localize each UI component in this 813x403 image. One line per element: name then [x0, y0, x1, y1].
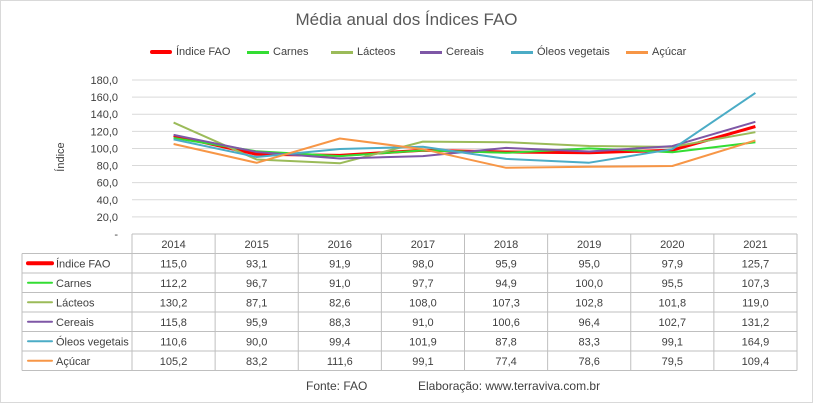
data-label: 99,1 [662, 337, 683, 349]
data-label: 105,2 [160, 356, 188, 368]
data-label: 91,0 [329, 278, 350, 290]
data-label: 125,7 [742, 259, 770, 271]
y-tick-label: 140,0 [90, 109, 118, 121]
data-label: 97,7 [412, 278, 433, 290]
series-line [173, 92, 756, 164]
data-label: 99,4 [329, 337, 350, 349]
data-label: 83,2 [246, 356, 267, 368]
legend-label: Cereais [446, 46, 484, 58]
y-tick-label: 100,0 [90, 143, 118, 155]
data-label: 83,3 [578, 337, 599, 349]
legend-swatch [626, 50, 648, 54]
data-label: 95,0 [578, 259, 599, 271]
legend-swatch [150, 50, 172, 54]
data-label: 109,4 [742, 356, 770, 368]
data-label: 98,0 [412, 259, 433, 271]
data-label: 100,0 [575, 278, 603, 290]
data-label: 94,9 [495, 278, 516, 290]
credit-note: Elaboração: www.terraviva.com.br [418, 379, 601, 393]
data-label: 100,6 [492, 317, 520, 329]
data-label: 95,5 [662, 278, 683, 290]
legend-item: Açúcar [626, 46, 686, 58]
y-tick-label: 120,0 [90, 126, 118, 138]
data-label: 93,1 [246, 259, 267, 271]
legend-swatch [420, 50, 442, 54]
y-tick-label: 60,0 [97, 178, 118, 190]
table-series-name: Carnes [56, 278, 92, 290]
data-label: 96,7 [246, 278, 267, 290]
legend-item: Óleos vegetais [511, 46, 610, 58]
x-tick-label: 2014 [161, 239, 185, 251]
table-series-name: Cereais [56, 317, 94, 329]
data-label: 101,9 [409, 337, 437, 349]
y-tick-label: 40,0 [97, 195, 118, 207]
legend-label: Carnes [273, 46, 309, 58]
data-label: 87,1 [246, 298, 267, 310]
data-label: 115,0 [160, 259, 187, 271]
legend: Índice FAO Carnes Lácteos Cereais Óleos vege… [0, 46, 813, 60]
source-note: Fonte: FAO [306, 379, 368, 393]
chart-title: Média anual dos Índices FAO [295, 10, 518, 29]
legend-item: Carnes [247, 46, 308, 58]
y-tick-label: - [114, 229, 118, 241]
x-tick-label: 2018 [494, 239, 518, 251]
data-label: 164,9 [742, 337, 770, 349]
data-label: 88,3 [329, 317, 350, 329]
table-series-name: Óleos vegetais [56, 336, 129, 349]
data-label: 87,8 [495, 337, 516, 349]
table-series-name: Lácteos [56, 298, 95, 310]
data-label: 115,8 [160, 317, 187, 329]
y-tick-label: 20,0 [97, 212, 118, 224]
legend-item: Lácteos [331, 46, 396, 58]
data-label: 95,9 [246, 317, 267, 329]
data-label: 99,1 [412, 356, 433, 368]
legend-label: Óleos vegetais [537, 46, 610, 58]
data-label: 110,6 [160, 337, 187, 349]
legend-label: Índice FAO [176, 46, 231, 58]
y-tick-label: 160,0 [90, 92, 118, 104]
data-label: 107,3 [742, 278, 770, 290]
data-label: 96,4 [578, 317, 599, 329]
data-label: 107,3 [492, 298, 520, 310]
legend-swatch [331, 50, 353, 54]
data-label: 79,5 [662, 356, 683, 368]
data-label: 112,2 [160, 278, 187, 290]
data-label: 101,8 [659, 298, 687, 310]
data-label: 108,0 [409, 298, 437, 310]
data-label: 102,8 [575, 298, 603, 310]
legend-label: Açúcar [652, 46, 687, 58]
y-tick-label: 180,0 [90, 75, 118, 87]
series-line [173, 137, 756, 169]
data-label: 95,9 [495, 259, 516, 271]
data-label: 78,6 [578, 356, 599, 368]
data-label: 102,7 [659, 317, 687, 329]
table-series-name: Açúcar [56, 356, 91, 368]
legend-swatch [511, 50, 533, 54]
legend-item: Cereais [420, 46, 484, 58]
data-label: 131,2 [742, 317, 770, 329]
y-axis-label: Índice [54, 142, 67, 171]
data-label: 130,2 [160, 298, 188, 310]
legend-swatch [247, 50, 269, 54]
x-tick-label: 2017 [411, 239, 435, 251]
x-tick-label: 2016 [328, 239, 352, 251]
table-series-name: Índice FAO [56, 258, 111, 271]
data-label: 119,0 [742, 298, 769, 310]
legend-item: Índice FAO [150, 46, 230, 58]
data-label: 82,6 [329, 298, 350, 310]
x-tick-label: 2021 [743, 239, 767, 251]
x-tick-label: 2019 [577, 239, 601, 251]
legend-label: Lácteos [357, 46, 396, 58]
data-label: 90,0 [246, 337, 267, 349]
data-label: 91,9 [329, 259, 350, 271]
data-label: 111,6 [327, 356, 353, 368]
data-label: 97,9 [662, 259, 683, 271]
x-tick-label: 2015 [244, 239, 268, 251]
x-tick-label: 2020 [660, 239, 684, 251]
data-label: 91,0 [412, 317, 433, 329]
y-tick-label: 80,0 [97, 161, 118, 173]
data-label: 77,4 [495, 356, 516, 368]
